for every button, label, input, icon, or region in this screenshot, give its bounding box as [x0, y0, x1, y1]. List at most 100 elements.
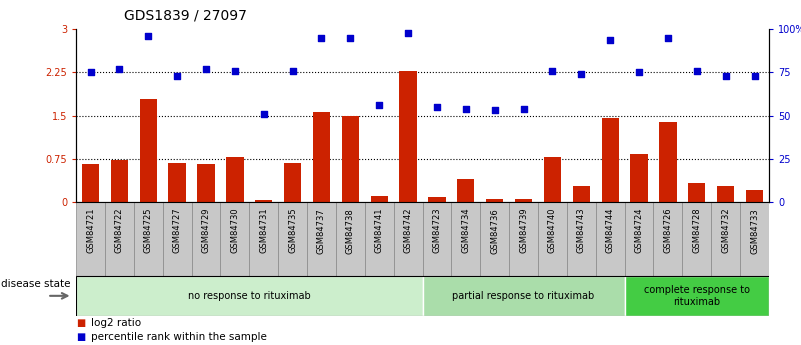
Point [604, 37, 617, 42]
Text: GSM84739: GSM84739 [519, 208, 528, 253]
Bar [515, 199, 532, 202]
Bar [452, 202, 481, 276]
Bar [602, 118, 619, 202]
Bar [630, 154, 648, 202]
Bar [371, 196, 388, 202]
Bar [429, 197, 445, 202]
Point [575, 71, 588, 77]
Bar [220, 202, 249, 276]
Point [228, 68, 241, 73]
Point [113, 66, 126, 72]
Bar [746, 190, 763, 202]
Bar [625, 276, 769, 316]
Bar [163, 202, 191, 276]
Bar [342, 116, 359, 202]
Bar [400, 71, 417, 202]
Bar [307, 202, 336, 276]
Text: GSM84734: GSM84734 [461, 208, 470, 253]
Point [546, 68, 559, 73]
Bar [111, 160, 128, 202]
Text: GSM84731: GSM84731 [260, 208, 268, 253]
Text: GSM84723: GSM84723 [433, 208, 441, 253]
Point [372, 102, 385, 108]
Text: GSM84743: GSM84743 [577, 208, 586, 253]
Bar [284, 163, 301, 202]
Bar [249, 202, 278, 276]
Bar [226, 157, 244, 202]
Bar [278, 202, 307, 276]
Text: log2 ratio: log2 ratio [91, 318, 141, 328]
Bar [717, 186, 735, 202]
Text: disease state: disease state [1, 279, 70, 289]
Bar [76, 276, 422, 316]
Bar [422, 202, 452, 276]
Bar [688, 184, 706, 202]
Text: partial response to rituximab: partial response to rituximab [453, 291, 594, 301]
Bar [682, 202, 711, 276]
Bar [139, 99, 157, 202]
Text: GSM84736: GSM84736 [490, 208, 499, 254]
Point [460, 106, 473, 111]
Bar [422, 276, 625, 316]
Bar [105, 202, 134, 276]
Text: no response to rituximab: no response to rituximab [188, 291, 311, 301]
Text: GSM84724: GSM84724 [634, 208, 643, 253]
Bar [596, 202, 625, 276]
Bar [486, 199, 503, 202]
Bar [457, 179, 474, 202]
Text: GSM84725: GSM84725 [143, 208, 153, 253]
Bar [336, 202, 364, 276]
Text: GSM84742: GSM84742 [404, 208, 413, 253]
Point [315, 35, 328, 41]
Text: GSM84722: GSM84722 [115, 208, 124, 253]
Bar [313, 111, 330, 202]
Bar [654, 202, 682, 276]
Point [199, 66, 212, 72]
Point [662, 35, 674, 41]
Text: GSM84721: GSM84721 [86, 208, 95, 253]
Point [286, 68, 299, 73]
Text: GSM84744: GSM84744 [606, 208, 614, 253]
Text: GSM84729: GSM84729 [202, 208, 211, 253]
Point [489, 108, 501, 113]
Point [719, 73, 732, 79]
Text: GSM84727: GSM84727 [173, 208, 182, 253]
Bar [740, 202, 769, 276]
Bar [544, 157, 561, 202]
Point [257, 111, 270, 117]
Point [344, 35, 356, 41]
Bar [191, 202, 220, 276]
Text: GSM84733: GSM84733 [750, 208, 759, 254]
Bar [168, 163, 186, 202]
Bar [76, 202, 105, 276]
Point [142, 33, 155, 39]
Text: complete response to
rituximab: complete response to rituximab [644, 285, 750, 307]
Text: ■: ■ [76, 318, 86, 328]
Text: GSM84738: GSM84738 [346, 208, 355, 254]
Text: GSM84728: GSM84728 [692, 208, 702, 253]
Bar [711, 202, 740, 276]
Bar [509, 202, 538, 276]
Bar [82, 165, 99, 202]
Bar [134, 202, 163, 276]
Bar [255, 199, 272, 202]
Bar [625, 202, 654, 276]
Text: ■: ■ [76, 332, 86, 342]
Bar [481, 202, 509, 276]
Bar [567, 202, 596, 276]
Point [517, 106, 530, 111]
Text: GSM84740: GSM84740 [548, 208, 557, 253]
Bar [573, 186, 590, 202]
Point [84, 70, 97, 75]
Text: percentile rank within the sample: percentile rank within the sample [91, 332, 267, 342]
Text: GSM84737: GSM84737 [317, 208, 326, 254]
Text: GDS1839 / 27097: GDS1839 / 27097 [124, 9, 247, 23]
Point [431, 104, 444, 110]
Point [748, 73, 761, 79]
Text: GSM84732: GSM84732 [721, 208, 731, 253]
Bar [197, 165, 215, 202]
Bar [659, 122, 677, 202]
Point [171, 73, 183, 79]
Text: GSM84735: GSM84735 [288, 208, 297, 253]
Point [690, 68, 703, 73]
